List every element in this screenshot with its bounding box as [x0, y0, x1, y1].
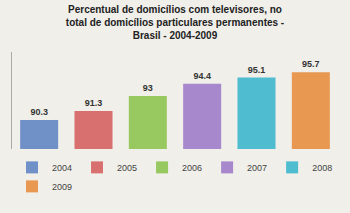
- svg-text:95.1: 95.1: [248, 65, 266, 75]
- svg-text:94.4: 94.4: [193, 71, 211, 81]
- svg-text:2007: 2007: [247, 163, 267, 173]
- svg-text:95.7: 95.7: [302, 59, 320, 69]
- svg-text:2005: 2005: [117, 163, 137, 173]
- svg-text:93: 93: [143, 83, 153, 93]
- svg-text:2008: 2008: [312, 163, 332, 173]
- svg-text:2006: 2006: [182, 163, 202, 173]
- svg-text:91.3: 91.3: [85, 98, 103, 108]
- svg-text:90.3: 90.3: [30, 107, 48, 117]
- svg-text:2009: 2009: [52, 182, 72, 192]
- svg-text:Percentual de domicílios com t: Percentual de domicílios com televisores…: [66, 4, 284, 41]
- svg-text:2004: 2004: [52, 163, 72, 173]
